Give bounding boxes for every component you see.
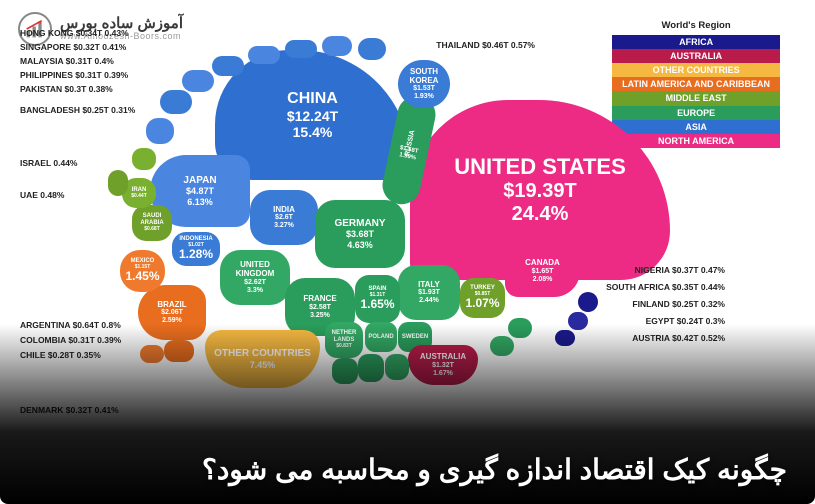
region-indonesia: INDONESIA $1.02T 1.28% — [172, 232, 220, 266]
callout-label: ISRAEL 0.44% — [20, 158, 77, 168]
region-uae-cell — [108, 170, 128, 196]
region-top6 — [160, 90, 192, 114]
region-israel-cell — [132, 148, 156, 170]
logo-fa-text: آموزش ساده بورس — [60, 16, 183, 33]
region-top5 — [182, 70, 214, 92]
region-canada: CANADA $1.65T 2.08% — [505, 245, 580, 297]
region-skorea: SOUTH KOREA $1.53T 1.93% — [398, 60, 450, 108]
infographic-frame: آموزش ساده بورس www.Amoozesh-Boors.com W… — [0, 0, 815, 504]
region-uk: UNITED KINGDOM $2.62T 3.3% — [220, 250, 290, 305]
region-nigeria — [578, 292, 598, 312]
callout-label: UAE 0.48% — [20, 190, 64, 200]
region-spain: SPAIN $1.31T 1.65% — [355, 275, 400, 323]
region-germany: GERMANY $3.68T 4.63% — [315, 200, 405, 268]
region-india: INDIA $2.6T 3.27% — [250, 190, 318, 245]
logo-icon — [18, 12, 52, 46]
page-title: چگونه کیک اقتصاد اندازه گیری و محاسبه می… — [202, 453, 787, 486]
region-italy: ITALY $1.93T 2.44% — [398, 265, 460, 320]
region-saudi: SAUDI ARABIA $0.68T — [132, 205, 172, 241]
callout-label: MALAYSIA $0.31T 0.4% — [20, 56, 114, 66]
callout-label: PAKISTAN $0.3T 0.38% — [20, 84, 113, 94]
region-mexico: MEXICO $1.15T 1.45% — [120, 250, 165, 292]
region-top3 — [248, 46, 280, 64]
region-top1 — [322, 36, 352, 56]
region-turkey: TURKEY $0.85T 1.07% — [460, 278, 505, 318]
region-thai — [358, 38, 386, 60]
legend-title: World's Region — [612, 20, 780, 33]
region-top7 — [146, 118, 174, 144]
region-top4 — [212, 56, 244, 76]
region-top2 — [285, 40, 317, 58]
